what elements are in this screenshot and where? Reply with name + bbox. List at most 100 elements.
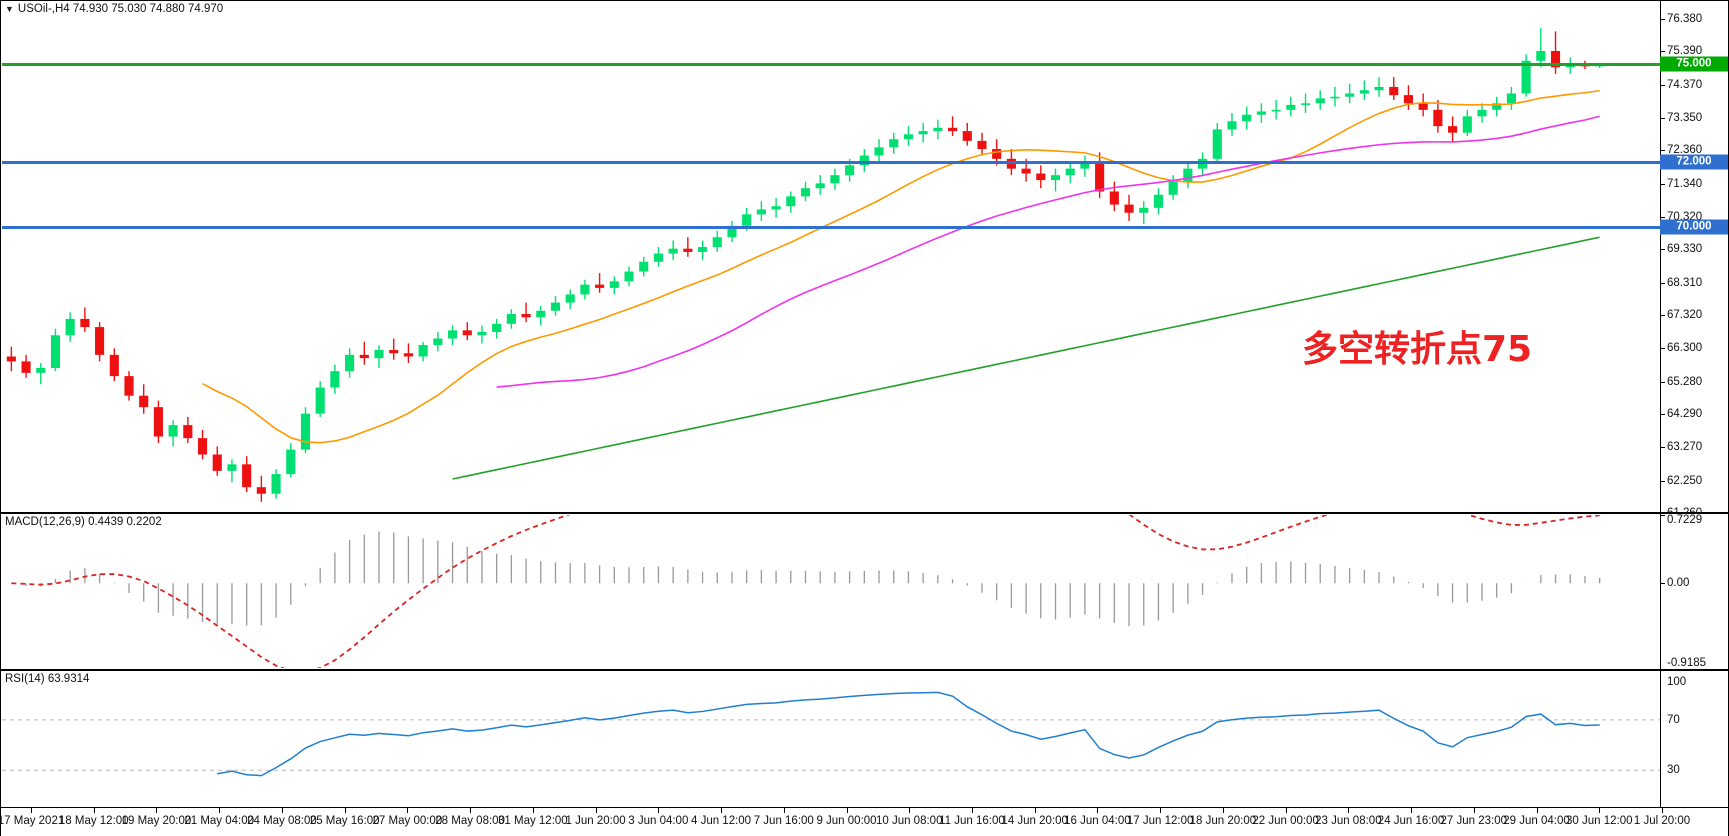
time-tick-mark — [407, 808, 409, 813]
price-tick-label: 73.350 — [1667, 111, 1703, 124]
time-tick-label: 9 Jun 00:00 — [816, 815, 877, 827]
price-tick-mark — [1661, 414, 1665, 415]
macd-tick-label: 0.7229 — [1667, 514, 1703, 526]
time-tick-mark — [595, 808, 597, 813]
price-tick-label: 65.280 — [1667, 375, 1703, 388]
time-tick-label: 18 May 12:00 — [58, 815, 129, 827]
price-tick-label: 66.300 — [1667, 342, 1703, 355]
macd-axis[interactable]: 0.7229 0.00 -0.9185 — [1660, 514, 1728, 671]
macd-svg — [11, 515, 1601, 668]
price-level-line-75.000[interactable] — [2, 62, 1660, 66]
time-tick-mark — [156, 808, 158, 813]
time-tick-mark — [1662, 808, 1663, 813]
time-tick-mark — [344, 808, 346, 813]
macd-tick-mark — [1661, 515, 1665, 516]
price-tick-label: 63.270 — [1667, 441, 1703, 454]
price-tick-mark — [1661, 447, 1665, 449]
time-tick-mark — [1473, 808, 1475, 813]
time-tick-mark — [93, 808, 95, 813]
time-tick-mark — [281, 808, 283, 813]
chevron-down-icon[interactable]: ▼ — [5, 3, 14, 14]
price-tick-mark — [1661, 51, 1665, 53]
price-tick-mark — [1661, 480, 1665, 482]
price-tick-label: 71.340 — [1667, 177, 1703, 190]
time-tick-label: 27 Jun 23:00 — [1440, 815, 1508, 827]
price-chart-panel[interactable]: ▼ USOil-,H4 74.930 75.030 74.880 74.970 多… — [0, 0, 1729, 519]
price-tick-label: 72.360 — [1667, 144, 1703, 157]
time-tick-mark — [1536, 808, 1538, 813]
rsi-axis[interactable]: 100 70 30 — [1660, 671, 1728, 807]
time-tick-mark — [1599, 808, 1601, 813]
rsi-tick-label: 70 — [1667, 713, 1680, 726]
price-tick-mark — [1661, 249, 1665, 251]
time-tick-label: 16 Jun 04:00 — [1064, 815, 1131, 827]
chart-header: ▼ USOil-,H4 74.930 75.030 74.880 74.970 — [5, 3, 223, 15]
price-tick-label: 69.330 — [1667, 243, 1703, 256]
macd-tick-mark — [1661, 583, 1665, 585]
time-tick-label: 27 May 00:00 — [372, 815, 443, 827]
price-tick-mark — [1661, 315, 1665, 316]
time-tick-mark — [1348, 808, 1350, 813]
time-tick-label: 24 May 08:00 — [247, 815, 317, 827]
time-tick-mark — [658, 808, 660, 813]
price-axis[interactable]: 76.380 75.390 74.370 73.350 72.360 71.340 70.3… — [1660, 1, 1728, 519]
price-tick-mark — [1661, 150, 1665, 152]
time-tick-mark — [470, 808, 472, 813]
price-candles-svg — [6, 28, 1605, 502]
time-tick-mark — [1097, 808, 1099, 813]
time-tick-mark — [909, 808, 911, 813]
time-tick-mark — [31, 808, 32, 813]
time-tick-mark — [971, 808, 973, 813]
time-tick-label: 7 Jun 16:00 — [753, 815, 814, 827]
price-level-tag-75.000[interactable]: 75.000 — [1660, 56, 1728, 72]
time-tick-mark — [1160, 808, 1162, 813]
macd-header: MACD(12,26,9) 0.4439 0.2202 — [5, 516, 162, 528]
price-tick-label: 76.380 — [1667, 12, 1703, 25]
time-tick-mark — [846, 808, 848, 813]
time-tick-label: 24 Jun 16:00 — [1377, 815, 1445, 827]
time-tick-label: 17 Jun 12:00 — [1126, 815, 1194, 827]
rsi-plot-area[interactable] — [2, 672, 1660, 806]
price-tick-label: 74.370 — [1667, 78, 1703, 91]
macd-tick-label: 0.00 — [1667, 577, 1690, 590]
time-tick-mark — [219, 808, 221, 813]
price-tick-label: 64.290 — [1667, 408, 1703, 420]
price-level-tag-70.000[interactable]: 70.000 — [1660, 219, 1728, 235]
price-tick-mark — [1661, 117, 1665, 119]
time-tick-label: 18 Jun 20:00 — [1189, 815, 1257, 827]
price-level-line-72.000[interactable] — [2, 160, 1660, 164]
time-tick-mark — [1034, 808, 1036, 813]
time-tick-mark — [783, 808, 785, 813]
time-tick-label: 11 Jun 16:00 — [939, 815, 1005, 827]
time-axis[interactable]: 17 May 2021 18 May 12:00 19 May 20:00 21 Ma… — [0, 808, 1729, 836]
time-tick-label: 23 Jun 08:00 — [1315, 815, 1382, 827]
chart-annotation-text: 多空转折点75 — [1302, 329, 1533, 370]
price-tick-mark — [1661, 84, 1665, 86]
time-tick-label: 22 Jun 00:00 — [1252, 815, 1319, 827]
price-plot-area[interactable]: 多空转折点75 — [2, 2, 1660, 511]
rsi-panel[interactable]: RSI(14) 63.9314 100 70 30 — [0, 670, 1729, 808]
time-tick-label: 1 Jun 20:00 — [565, 815, 626, 827]
rsi-header: RSI(14) 63.9314 — [5, 673, 90, 685]
time-tick-mark — [1411, 808, 1413, 813]
price-level-line-70.000[interactable] — [2, 225, 1660, 229]
price-tick-label: 67.320 — [1667, 309, 1703, 321]
time-tick-label: 10 Jun 08:00 — [875, 815, 943, 827]
price-level-tag-72.000[interactable]: 72.000 — [1660, 154, 1728, 170]
time-tick-label: 29 Jun 04:00 — [1503, 815, 1570, 827]
time-tick-mark — [1285, 808, 1287, 813]
macd-plot-area[interactable] — [2, 515, 1660, 668]
time-tick-label: 28 May 08:00 — [435, 815, 505, 827]
time-tick-label: 21 May 04:00 — [184, 815, 255, 827]
price-tick-mark — [1661, 282, 1665, 284]
macd-panel[interactable]: MACD(12,26,9) 0.4439 0.2202 0.7229 0.00 -0… — [0, 513, 1729, 671]
rsi-tick-label: 30 — [1667, 764, 1680, 777]
rsi-tick-label: 100 — [1667, 676, 1687, 689]
chart-symbol-ohlc: USOil-,H4 74.930 75.030 74.880 74.970 — [17, 3, 224, 15]
time-tick-label: 3 Jun 04:00 — [628, 815, 689, 827]
time-tick-label: 1 Jul 20:00 — [1633, 815, 1691, 827]
price-tick-label: 75.390 — [1667, 45, 1703, 58]
price-tick-mark — [1661, 183, 1665, 185]
price-tick-label: 62.250 — [1667, 474, 1703, 487]
